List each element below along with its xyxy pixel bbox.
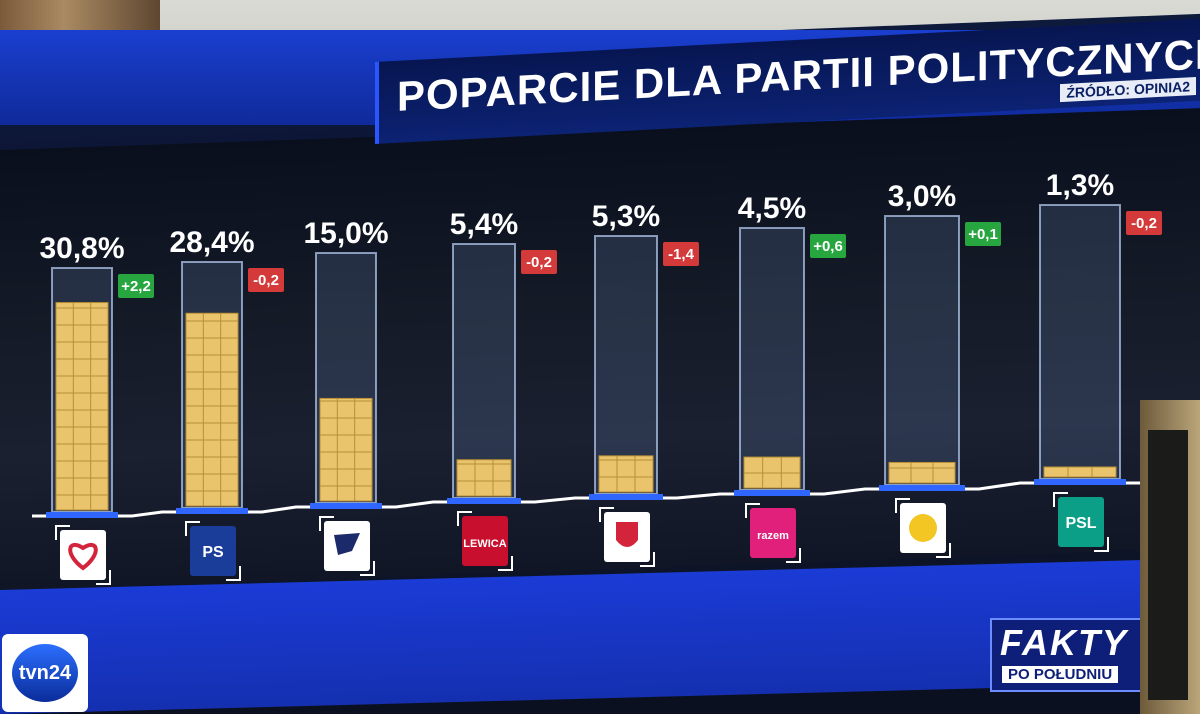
change-badge xyxy=(118,274,154,298)
value-label: 28,4% xyxy=(169,226,254,259)
change-label: +0,6 xyxy=(813,238,843,255)
polska2050-icon xyxy=(909,514,937,542)
bar-group-4: 5,4% -0,2 LEWICA xyxy=(447,208,557,571)
logo-bracket xyxy=(936,543,951,558)
logo-bracket xyxy=(96,570,111,585)
bar-group-1: 30,8% +2,2 xyxy=(39,232,154,585)
party-logo-text: razem xyxy=(757,530,789,542)
value-label: 3,0% xyxy=(888,180,956,213)
change-label: -0,2 xyxy=(253,272,279,289)
change-label: -0,2 xyxy=(526,254,552,271)
party-logo-text: PS xyxy=(202,544,224,561)
bar-base xyxy=(447,498,521,504)
change-label: -1,4 xyxy=(668,246,695,263)
bar-group-8: 1,3% -0,2 PSL xyxy=(1034,169,1162,552)
fakty-logo: FAKTY PO POŁUDNIU xyxy=(990,618,1164,692)
logo-bracket xyxy=(599,507,614,522)
logo-bracket xyxy=(745,503,760,518)
party-logo-text: LEWICA xyxy=(463,538,506,550)
shield-icon xyxy=(616,522,638,547)
logo-bracket xyxy=(360,561,375,576)
logo-bracket xyxy=(786,548,801,563)
logo-bracket xyxy=(319,516,334,531)
change-label: -0,2 xyxy=(1131,215,1157,232)
tvn24-logo: tvn24 xyxy=(2,634,88,712)
logo-bracket xyxy=(498,556,513,571)
bar-group-2: 28,4% -0,2 PS xyxy=(169,226,284,581)
bar xyxy=(888,461,956,484)
bar xyxy=(598,455,654,493)
bar-base xyxy=(879,485,965,491)
party-logo xyxy=(462,516,508,566)
tvn24-logo-text: tvn24 xyxy=(12,644,78,702)
bar xyxy=(55,302,109,511)
logo-bracket xyxy=(55,525,70,540)
bar xyxy=(1043,466,1117,478)
logo-bracket xyxy=(226,566,241,581)
value-label: 1,3% xyxy=(1046,169,1114,202)
change-badge xyxy=(810,234,846,258)
bar-group-5: 5,3% -1,4 xyxy=(589,200,699,567)
konfederacja-icon xyxy=(334,533,360,555)
bar-glass xyxy=(884,215,960,486)
logo-bracket xyxy=(457,511,472,526)
bar-base xyxy=(1034,479,1126,485)
bar-glass xyxy=(594,235,658,495)
logo-bracket xyxy=(185,521,200,536)
logo-bracket xyxy=(1094,537,1109,552)
bar-base xyxy=(176,508,248,514)
picture-frame xyxy=(1140,400,1200,714)
bar-group-3: 15,0% xyxy=(303,217,389,576)
logo-bracket xyxy=(1053,492,1068,507)
bar-base xyxy=(589,494,663,500)
value-label: 4,5% xyxy=(738,192,806,225)
party-logo-text: PSL xyxy=(1065,515,1096,532)
party-logo xyxy=(750,508,796,558)
bar xyxy=(319,397,373,502)
logo-bracket xyxy=(895,498,910,513)
bar-glass xyxy=(452,243,516,499)
fakty-logo-subtitle: PO POŁUDNIU xyxy=(1002,666,1119,683)
change-badge xyxy=(1126,211,1162,235)
bar-base xyxy=(310,503,382,509)
bar-base xyxy=(734,490,810,496)
value-label: 30,8% xyxy=(39,232,124,265)
bar xyxy=(456,459,512,497)
bar-group-7: 3,0% +0,1 xyxy=(879,180,1001,558)
party-logo xyxy=(60,530,106,580)
value-label: 5,4% xyxy=(450,208,518,241)
party-logo xyxy=(1058,497,1104,547)
change-badge xyxy=(965,222,1001,246)
bar-glass xyxy=(739,227,805,491)
bar-group-6: 4,5% +0,6 razem xyxy=(734,192,846,563)
change-label: +2,2 xyxy=(121,278,151,295)
value-label: 5,3% xyxy=(592,200,660,233)
heart-icon xyxy=(68,542,98,571)
value-label: 15,0% xyxy=(303,217,388,250)
change-badge xyxy=(521,250,557,274)
change-badge xyxy=(248,268,284,292)
picture-frame-inner xyxy=(1148,430,1188,700)
logo-bracket xyxy=(640,552,655,567)
change-badge xyxy=(663,242,699,266)
bar-base xyxy=(46,512,118,518)
fakty-logo-title: FAKTY xyxy=(1000,622,1129,663)
bar xyxy=(185,312,239,507)
bar-glass xyxy=(1039,204,1121,480)
party-logo xyxy=(190,526,236,576)
change-label: +0,1 xyxy=(968,226,998,243)
